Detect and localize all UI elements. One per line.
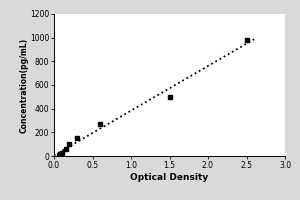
Y-axis label: Concentration(pg/mL): Concentration(pg/mL)	[20, 37, 28, 133]
X-axis label: Optical Density: Optical Density	[130, 173, 208, 182]
